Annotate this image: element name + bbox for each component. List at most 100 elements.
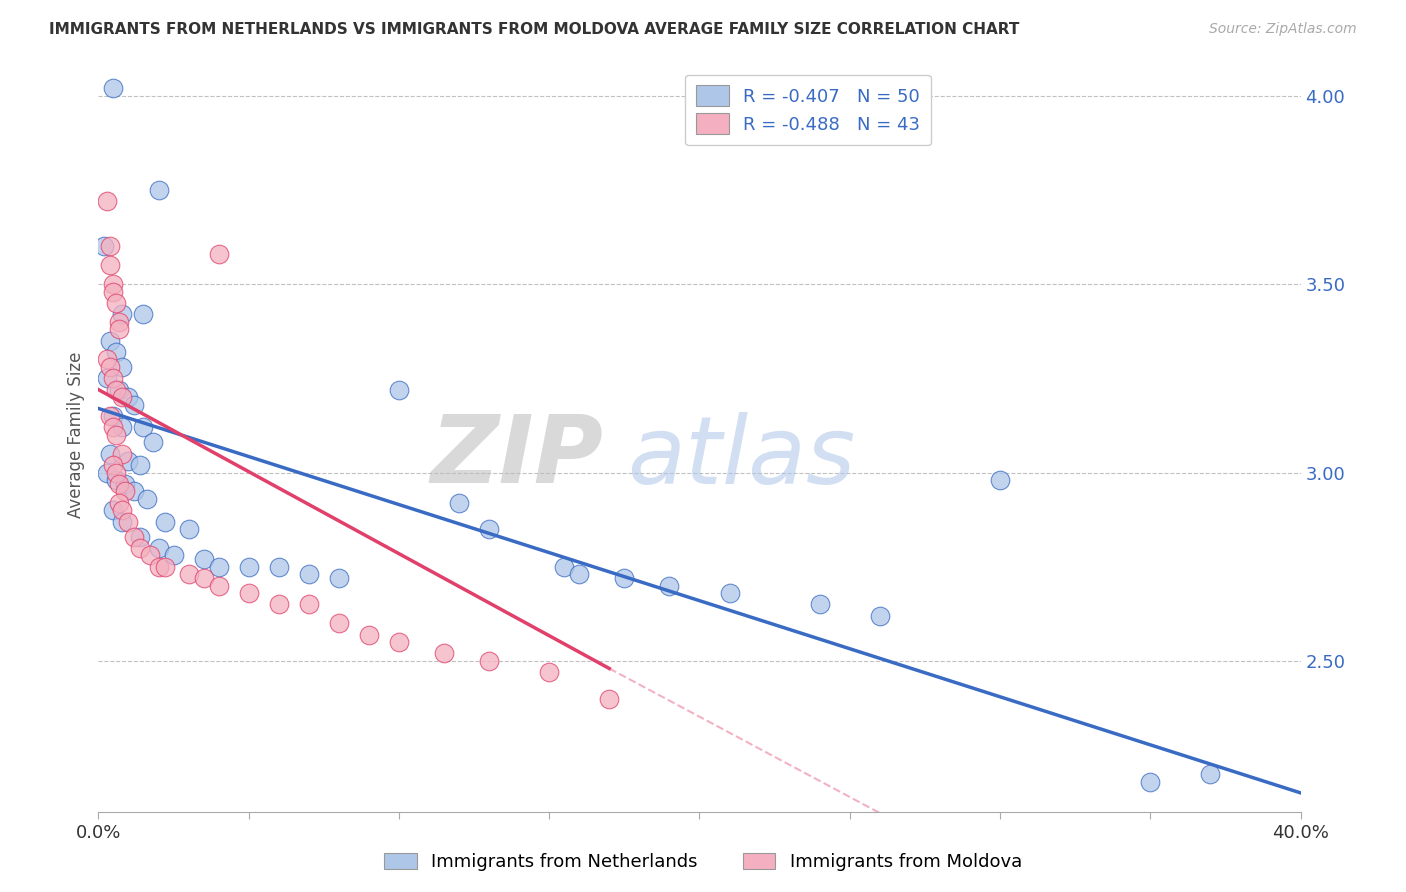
Point <box>100 409 122 423</box>
Point <box>988 473 1011 487</box>
Point <box>148 541 170 555</box>
Point <box>658 579 681 593</box>
Point <box>124 484 146 499</box>
Point <box>598 691 620 706</box>
Point <box>100 447 122 461</box>
Point <box>433 647 456 661</box>
Point <box>105 345 128 359</box>
Text: Source: ZipAtlas.com: Source: ZipAtlas.com <box>1209 22 1357 37</box>
Point <box>267 598 290 612</box>
Point <box>153 515 176 529</box>
Point <box>124 530 146 544</box>
Point <box>135 491 157 506</box>
Point <box>238 586 260 600</box>
Point <box>103 285 125 299</box>
Point <box>105 428 128 442</box>
Point <box>193 552 215 566</box>
Point <box>103 420 125 434</box>
Point <box>129 458 152 472</box>
Point <box>129 541 152 555</box>
Point <box>111 503 134 517</box>
Point <box>105 466 128 480</box>
Point <box>103 81 125 95</box>
Point <box>108 496 131 510</box>
Point <box>114 484 136 499</box>
Point <box>478 522 501 536</box>
Point <box>141 435 163 450</box>
Point <box>103 458 125 472</box>
Point <box>129 530 152 544</box>
Point <box>177 522 200 536</box>
Point <box>96 194 118 209</box>
Point <box>447 496 470 510</box>
Point <box>148 183 170 197</box>
Point <box>111 420 134 434</box>
Point <box>208 559 231 574</box>
Point <box>117 515 139 529</box>
Point <box>111 515 134 529</box>
Point <box>208 247 231 261</box>
Text: IMMIGRANTS FROM NETHERLANDS VS IMMIGRANTS FROM MOLDOVA AVERAGE FAMILY SIZE CORRE: IMMIGRANTS FROM NETHERLANDS VS IMMIGRANT… <box>49 22 1019 37</box>
Y-axis label: Average Family Size: Average Family Size <box>66 351 84 518</box>
Point <box>1199 767 1222 781</box>
Point <box>208 579 231 593</box>
Point <box>132 307 155 321</box>
Point <box>117 454 139 468</box>
Text: ZIP: ZIP <box>430 411 603 503</box>
Point <box>111 307 134 321</box>
Point <box>105 473 128 487</box>
Point <box>328 571 350 585</box>
Point <box>538 665 561 680</box>
Point <box>100 334 122 348</box>
Point <box>111 390 134 404</box>
Point <box>117 390 139 404</box>
Point <box>93 239 115 253</box>
Point <box>124 398 146 412</box>
Point <box>96 371 118 385</box>
Point <box>108 383 131 397</box>
Point <box>267 559 290 574</box>
Point <box>111 447 134 461</box>
Point <box>138 549 160 563</box>
Point <box>568 567 591 582</box>
Point <box>153 559 176 574</box>
Point <box>103 503 125 517</box>
Point <box>96 352 118 367</box>
Point <box>100 258 122 272</box>
Point <box>357 627 380 641</box>
Legend: R = -0.407   N = 50, R = -0.488   N = 43: R = -0.407 N = 50, R = -0.488 N = 43 <box>685 75 931 145</box>
Point <box>162 549 184 563</box>
Point <box>148 559 170 574</box>
Point <box>105 296 128 310</box>
Point <box>177 567 200 582</box>
Point <box>103 371 125 385</box>
Point <box>298 567 321 582</box>
Point <box>100 359 122 374</box>
Point <box>808 598 831 612</box>
Point <box>388 635 411 649</box>
Point <box>328 616 350 631</box>
Point <box>193 571 215 585</box>
Point <box>718 586 741 600</box>
Point <box>132 420 155 434</box>
Point <box>100 239 122 253</box>
Point <box>869 608 891 623</box>
Point <box>108 322 131 336</box>
Point <box>298 598 321 612</box>
Point <box>478 654 501 668</box>
Point <box>388 383 411 397</box>
Point <box>108 315 131 329</box>
Point <box>105 383 128 397</box>
Legend: Immigrants from Netherlands, Immigrants from Moldova: Immigrants from Netherlands, Immigrants … <box>377 846 1029 879</box>
Point <box>103 277 125 291</box>
Point <box>96 466 118 480</box>
Point <box>103 409 125 423</box>
Text: atlas: atlas <box>627 412 856 503</box>
Point <box>108 476 131 491</box>
Point <box>111 359 134 374</box>
Point <box>1139 774 1161 789</box>
Point <box>553 559 575 574</box>
Point <box>114 476 136 491</box>
Point <box>238 559 260 574</box>
Point <box>613 571 636 585</box>
